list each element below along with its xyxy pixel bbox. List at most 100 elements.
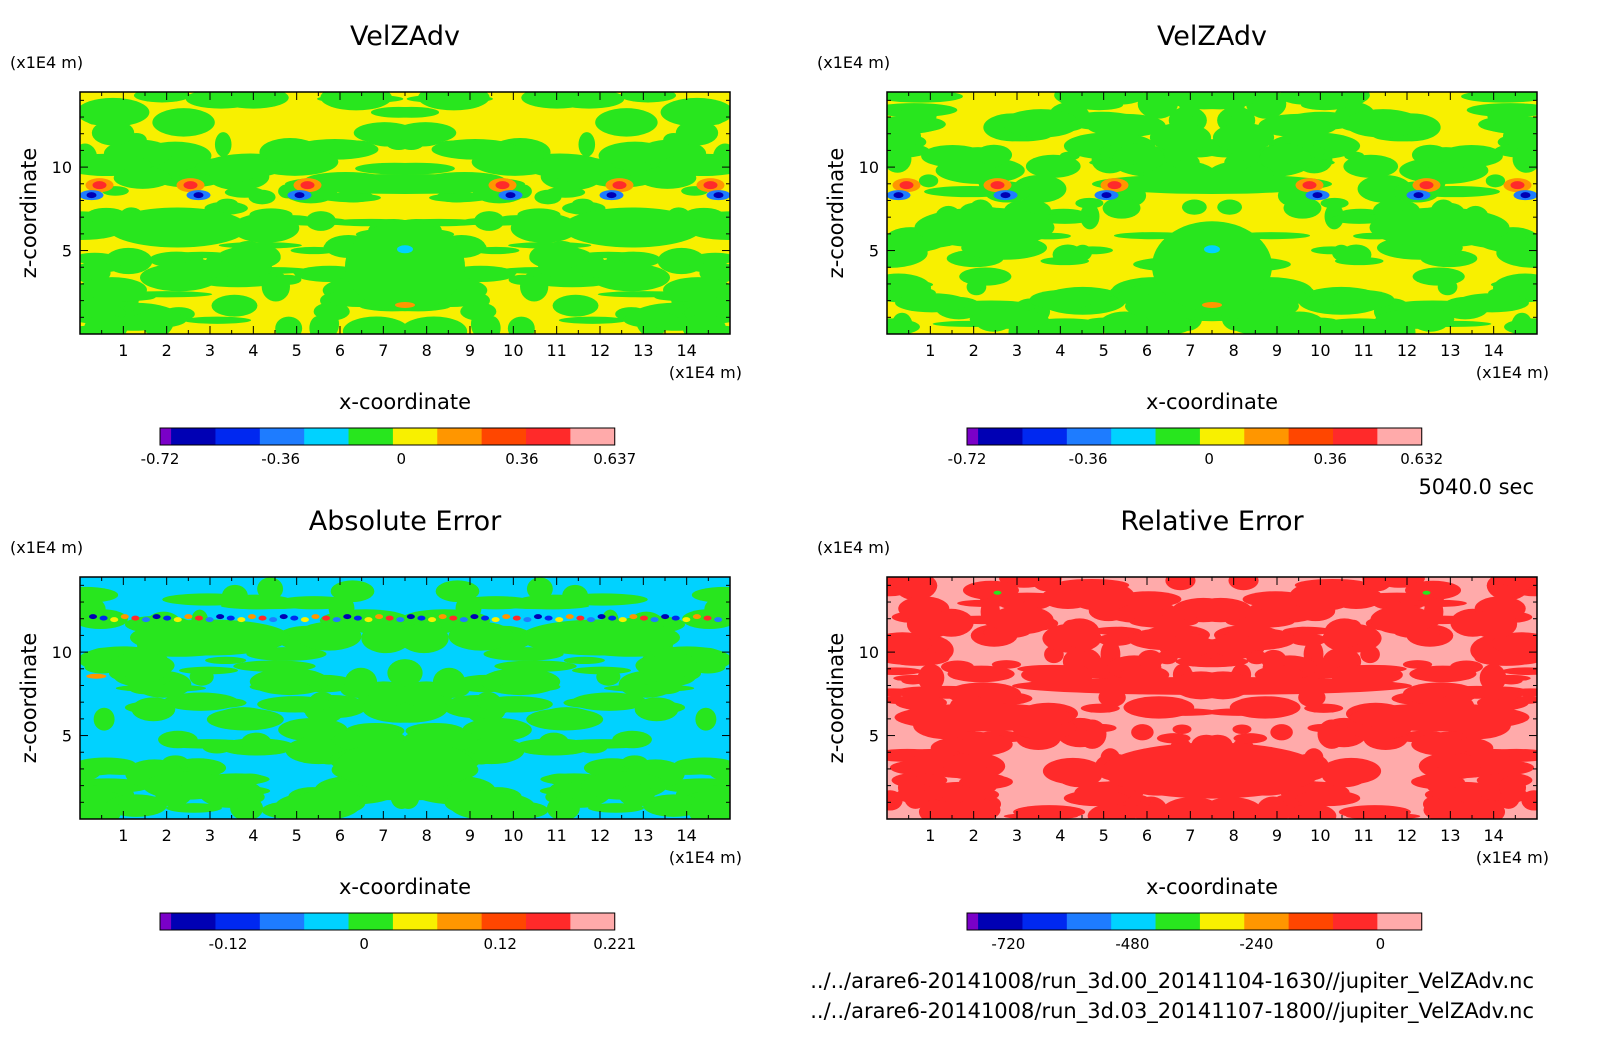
contour-patch — [906, 609, 952, 639]
contour-patch — [1270, 724, 1293, 741]
contour-patch — [661, 614, 670, 620]
x-tick-label: 13 — [1440, 826, 1460, 845]
contour-patch — [526, 708, 604, 731]
contour-patch — [1025, 154, 1081, 178]
contour-patch — [224, 186, 265, 198]
contour-patch — [1083, 723, 1117, 733]
x-tick-label: 14 — [1483, 826, 1503, 845]
x-tick-label: 3 — [1012, 826, 1022, 845]
x-tick-label: 8 — [422, 826, 432, 845]
contour-patch — [1258, 113, 1338, 138]
contour-patch — [989, 592, 1065, 602]
contour-patch — [899, 181, 914, 190]
y-tick-label: 5 — [869, 242, 879, 261]
y-tick-label: 10 — [859, 158, 879, 177]
colorbar-frame — [966, 912, 1423, 931]
contour-patch — [1312, 192, 1323, 199]
chart-title: Relative Error — [1120, 506, 1304, 537]
colorbar-swatch — [1111, 913, 1157, 930]
contour-patch — [562, 207, 703, 248]
colorbar-swatch — [1199, 913, 1245, 930]
contour-patch — [682, 313, 726, 334]
contour-patch — [1360, 666, 1403, 683]
contour-patch — [483, 647, 564, 661]
contour-patch — [93, 707, 115, 731]
x-tick-label: 10 — [1310, 341, 1330, 360]
contour-patch — [629, 614, 638, 620]
contour-patch — [1153, 708, 1218, 716]
colorbar-swatch — [1377, 913, 1423, 930]
contour-patch — [991, 660, 1022, 669]
contour-patch — [921, 144, 984, 168]
contour-patch — [1515, 695, 1537, 704]
contour-patch — [162, 593, 253, 606]
contour-patch — [1102, 197, 1141, 219]
contour-patch — [597, 614, 606, 620]
contour-patch — [1286, 158, 1335, 167]
contour-patch — [545, 773, 575, 785]
colorbar-swatch — [304, 913, 350, 930]
contour-patch — [300, 617, 309, 623]
contour-patch — [1455, 293, 1529, 313]
contour-patch — [400, 316, 468, 334]
contour-patch — [193, 192, 204, 199]
x-tick-label: 10 — [503, 341, 523, 360]
colorbar-swatch — [259, 913, 305, 930]
contour-patch — [289, 790, 366, 816]
contour-patch — [959, 267, 1012, 286]
contour-patch — [959, 774, 1013, 790]
contour-patch — [499, 681, 561, 692]
chart-title: VelZAdv — [350, 21, 460, 52]
contour-patch — [1189, 597, 1252, 623]
contour-patch — [1107, 181, 1122, 190]
colorbar-swatch — [481, 428, 527, 445]
contour-patch — [692, 614, 701, 620]
x-axis-label: x-coordinate — [339, 390, 471, 414]
x-tick-label: 3 — [205, 826, 215, 845]
contour-patch — [1217, 199, 1243, 215]
contour-patch — [529, 243, 585, 270]
contour-patch — [1021, 666, 1064, 683]
x-tick-label: 14 — [1483, 341, 1503, 360]
contour-patch — [279, 614, 288, 620]
contour-patch — [1289, 581, 1357, 611]
contour-patch — [396, 617, 405, 623]
contour-patch — [1099, 311, 1151, 334]
file-path-2: ../../arare6-20141008/run_3d.03_20141107… — [810, 999, 1534, 1024]
x-tick-label: 2 — [969, 341, 979, 360]
contour-patch — [124, 701, 174, 714]
contour-patch — [183, 316, 252, 324]
colorbar-swatch — [1022, 428, 1068, 445]
x-tick-label: 11 — [546, 826, 566, 845]
contour-patch — [80, 262, 123, 273]
contour-patch — [1422, 590, 1431, 595]
contour-patch — [1002, 109, 1080, 138]
colorbar-swatch — [1155, 428, 1201, 445]
x-tick-label: 13 — [1440, 341, 1460, 360]
contour-patch — [650, 617, 659, 623]
contour-patch — [344, 667, 378, 698]
contour-patch — [1057, 92, 1081, 106]
chart-panel-3: Absolute Error(x1E4 m)1 2 3 4 5 6 7 8 9 10 11 12 13 1… — [10, 506, 742, 953]
contour-patch — [1479, 664, 1507, 692]
contour-patch — [1359, 592, 1435, 602]
contour-patch — [639, 615, 648, 621]
contour-patch — [1152, 221, 1272, 312]
contour-patch — [89, 614, 97, 620]
contour-patch — [1495, 577, 1537, 588]
contour-patch — [84, 661, 120, 674]
contour-patch — [552, 294, 599, 317]
x-tick-label: 12 — [590, 341, 610, 360]
contour-patch — [1131, 724, 1154, 741]
colorbar-label: -0.72 — [141, 450, 180, 468]
contour-patch — [578, 132, 596, 157]
contour-patch — [608, 615, 617, 621]
contour-patch — [563, 656, 605, 665]
chart-title: VelZAdv — [1157, 21, 1267, 52]
colorbar-label: 0.12 — [483, 935, 516, 953]
colorbar-swatch — [348, 913, 394, 930]
contour-patch — [1200, 797, 1263, 819]
colorbar-label: -0.72 — [948, 450, 987, 468]
contour-patch — [241, 732, 272, 753]
